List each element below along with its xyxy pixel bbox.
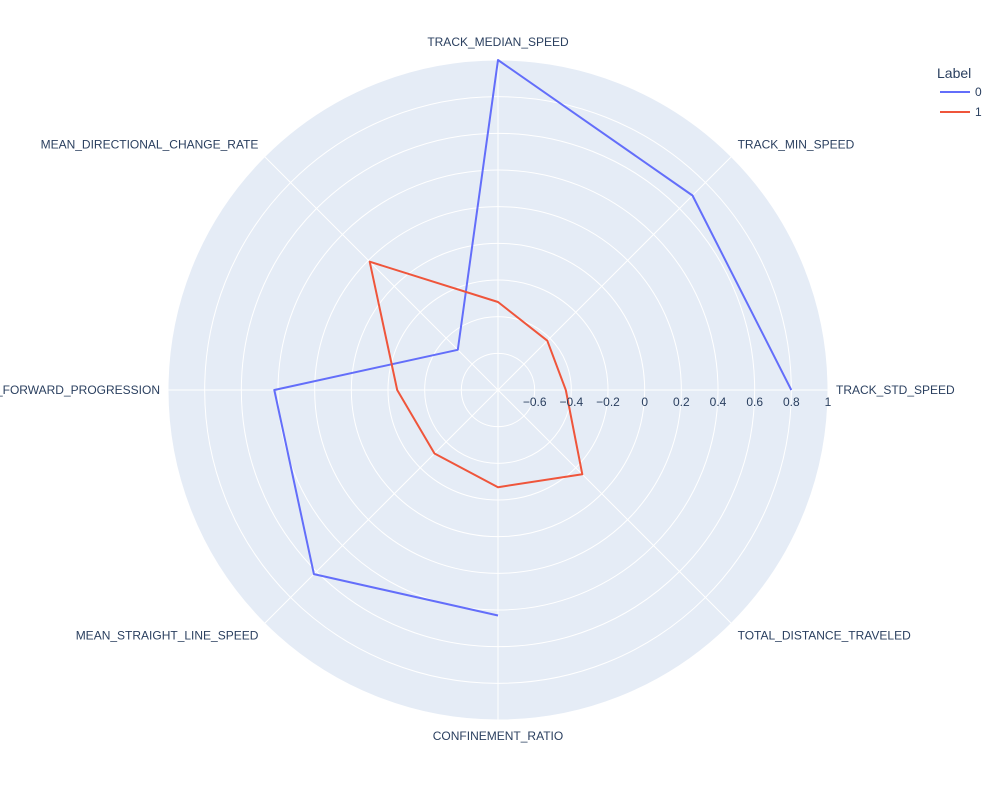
radial-tick-label-4: 0.2 <box>673 395 690 409</box>
legend-item-0[interactable]: 0 <box>940 85 982 99</box>
axis-label-0: TRACK_STD_SPEED <box>836 383 955 397</box>
legend[interactable]: Label 0 1 <box>937 65 982 119</box>
axis-label-6: CONFINEMENT_RATIO <box>433 729 563 743</box>
axis-label-3: MEAN_DIRECTIONAL_CHANGE_RATE <box>41 137 259 151</box>
spoke-5 <box>264 389 499 624</box>
legend-item-1[interactable]: 1 <box>940 105 982 119</box>
axis-label-4: _FORWARD_PROGRESSION <box>0 383 160 397</box>
spoke-3 <box>264 156 499 391</box>
angular-axis-labels: TRACK_STD_SPEED TRACK_MIN_SPEED TRACK_MEDI… <box>0 35 955 743</box>
legend-label-0: 0 <box>975 85 982 99</box>
axis-label-5: MEAN_STRAIGHT_LINE_SPEED <box>76 629 259 643</box>
axis-label-1: TRACK_MIN_SPEED <box>738 137 855 151</box>
spoke-7 <box>497 389 732 624</box>
axis-label-2: TRACK_MEDIAN_SPEED <box>427 35 569 49</box>
series-line-0 <box>273 59 793 617</box>
radial-tick-label-2: −0.2 <box>596 395 620 409</box>
legend-title: Label <box>937 65 971 81</box>
series-lines <box>273 59 793 617</box>
radial-tick-label-0: −0.6 <box>523 395 547 409</box>
angular-grid <box>168 60 828 720</box>
axis-label-7: TOTAL_DISTANCE_TRAVELED <box>738 629 911 643</box>
radial-tick-label-3: 0 <box>641 395 648 409</box>
legend-label-1: 1 <box>975 105 982 119</box>
radial-ticks: −0.6 −0.4 −0.2 0 0.2 0.4 0.6 0.8 1 <box>523 395 832 409</box>
radial-tick-label-1: −0.4 <box>559 395 583 409</box>
radial-tick-label-6: 0.6 <box>746 395 763 409</box>
radial-tick-label-8: 1 <box>825 395 832 409</box>
radial-tick-label-5: 0.4 <box>710 395 727 409</box>
radial-tick-label-7: 0.8 <box>783 395 800 409</box>
series-line-1 <box>368 260 584 489</box>
